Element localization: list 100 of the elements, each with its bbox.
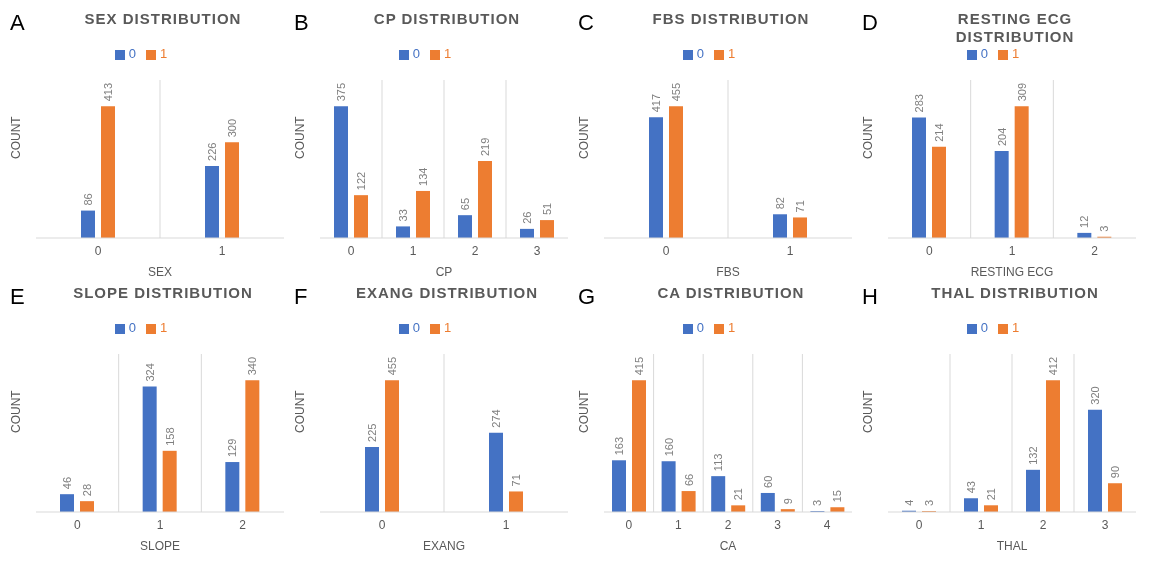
text: G <box>578 284 596 310</box>
x-tick-label: 2 <box>1091 243 1099 258</box>
text: C <box>578 10 594 36</box>
chart-title: SLOPE DISTRIBUTION <box>72 284 254 302</box>
text: D <box>862 10 878 36</box>
data-label: 113 <box>712 453 725 472</box>
legend-label: 0 <box>128 46 136 61</box>
data-label: 309 <box>1015 82 1028 102</box>
data-label: 82 <box>774 197 786 210</box>
data-label: 86 <box>82 193 94 206</box>
x-tick-label: 0 <box>378 517 386 532</box>
data-label: 15 <box>831 489 844 503</box>
legend-label: 0 <box>128 320 136 335</box>
x-tick-label: 0 <box>625 517 633 532</box>
data-label: 412 <box>1047 356 1059 376</box>
data-label: 219 <box>479 137 491 157</box>
x-tick-label: 0 <box>94 243 102 258</box>
x-tick-label: 0 <box>347 243 355 258</box>
legend-label: 1 <box>444 320 452 335</box>
data-label: 90 <box>1109 465 1121 479</box>
data-label: 225 <box>366 423 378 442</box>
x-tick-label: 1 <box>1008 243 1016 258</box>
data-label: 300 <box>226 119 238 138</box>
x-tick-label: 2 <box>724 517 732 532</box>
legend-label: 0 <box>412 320 420 335</box>
legend-label: 0 <box>696 320 704 335</box>
data-label: 274 <box>490 409 502 428</box>
legend-label: 1 <box>160 46 168 61</box>
data-label: 33 <box>397 209 409 222</box>
x-tick-label: 1 <box>675 517 683 532</box>
chart-title: CP DISTRIBUTION <box>372 10 522 28</box>
x-tick-label: 4 <box>823 517 831 532</box>
data-label: 65 <box>459 197 471 211</box>
data-label: 4 <box>903 499 915 506</box>
data-label: 134 <box>417 167 429 186</box>
data-label: 71 <box>510 474 522 487</box>
legend-label: 0 <box>412 46 420 61</box>
text: F <box>294 284 308 310</box>
data-label: 204 <box>995 127 1008 147</box>
x-tick-label: 1 <box>409 243 417 258</box>
x-tick-label: 1 <box>218 243 226 258</box>
data-label: 226 <box>206 142 218 161</box>
x-axis-title: SEX <box>147 265 173 279</box>
chart-title: RESTING ECG DISTRIBUTION <box>954 10 1076 46</box>
x-axis-title: FBS <box>716 265 740 279</box>
data-label: 3 <box>1098 225 1111 232</box>
x-axis-title: THAL <box>996 539 1028 553</box>
data-label: 375 <box>335 82 347 102</box>
data-label: 3 <box>923 499 935 507</box>
y-axis-title: COUNT <box>293 115 308 159</box>
data-label: 160 <box>662 437 675 457</box>
legend-label: 0 <box>980 46 988 61</box>
legend-label: 0 <box>980 320 988 335</box>
data-label: 43 <box>965 481 977 494</box>
data-label: 158 <box>163 427 176 446</box>
data-label: 28 <box>81 483 93 497</box>
chart-title: SEX DISTRIBUTION <box>83 10 243 28</box>
x-tick-label: 2 <box>471 243 479 258</box>
data-label: 12 <box>1078 215 1091 228</box>
x-axis-title: EXANG <box>422 539 466 553</box>
x-axis-title: CA <box>719 539 737 553</box>
x-tick-label: 1 <box>156 517 164 532</box>
data-label: 417 <box>650 93 662 113</box>
x-axis-title: RESTING ECG <box>970 265 1054 279</box>
data-label: 46 <box>61 476 73 490</box>
data-label: 51 <box>541 202 553 216</box>
data-label: 132 <box>1027 446 1039 465</box>
chart-title: CA DISTRIBUTION <box>656 284 806 302</box>
data-label: 163 <box>613 436 625 456</box>
text: E <box>10 284 25 310</box>
data-label: 455 <box>386 356 398 376</box>
data-label: 214 <box>933 123 945 142</box>
data-label: 320 <box>1089 386 1101 405</box>
x-tick-label: 3 <box>533 243 541 258</box>
x-tick-label: 2 <box>1039 517 1047 532</box>
data-label: 129 <box>226 438 239 458</box>
y-axis-title: COUNT <box>861 115 876 159</box>
x-tick-label: 2 <box>239 517 247 532</box>
text: H <box>862 284 878 310</box>
text: B <box>294 10 309 36</box>
data-label: 60 <box>761 475 774 488</box>
x-tick-label: 3 <box>774 517 782 532</box>
data-label: 455 <box>670 82 682 102</box>
data-label: 122 <box>355 171 367 191</box>
y-axis-title: COUNT <box>577 115 592 159</box>
x-tick-label: 1 <box>502 517 510 532</box>
y-axis-title: COUNT <box>9 389 24 433</box>
x-axis-title: SLOPE <box>139 539 181 553</box>
chart-title: EXANG DISTRIBUTION <box>354 284 540 302</box>
y-axis-title: COUNT <box>861 389 876 433</box>
y-axis-title: COUNT <box>9 115 24 159</box>
data-label: 26 <box>521 211 533 224</box>
data-label: 21 <box>985 488 997 501</box>
data-label: 283 <box>913 94 925 113</box>
data-label: 415 <box>633 356 645 376</box>
data-label: 21 <box>732 488 745 501</box>
data-label: 413 <box>102 82 114 102</box>
x-axis-title: CP <box>435 265 453 279</box>
data-label: 71 <box>794 200 806 213</box>
y-axis-title: COUNT <box>293 389 308 433</box>
